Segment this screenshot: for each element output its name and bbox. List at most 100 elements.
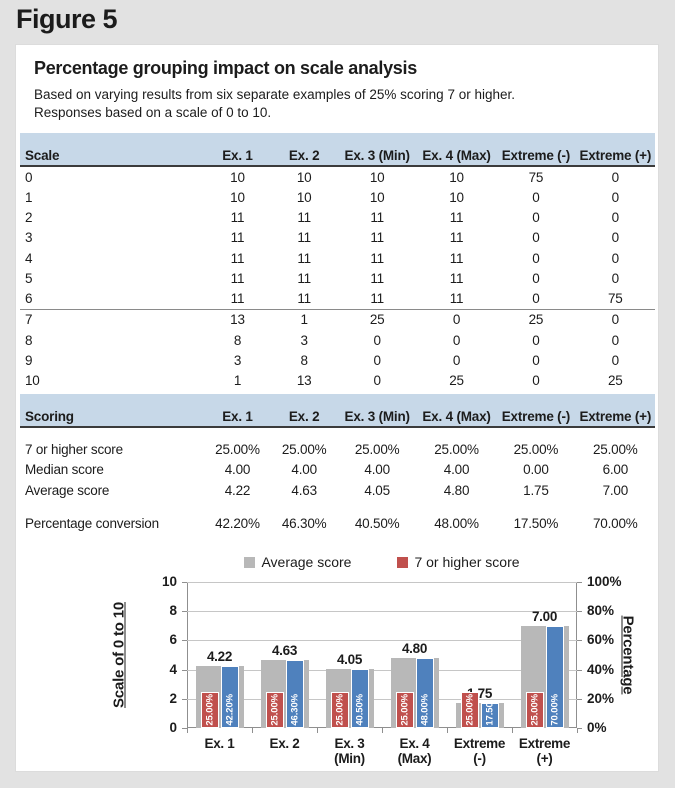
right-axis-tick-label: 80% [587, 603, 615, 619]
legend-swatch-icon [397, 556, 409, 568]
left-axis-tick [182, 698, 187, 700]
header-row: Scale Ex. 1 Ex. 2 Ex. 3 (Min) Ex. 4 (Max) Ext… [20, 133, 655, 168]
value-cell: 11 [297, 230, 311, 246]
table-row: 1 10 10 10 10 0 0 [20, 187, 655, 207]
value-cell: 11 [449, 250, 464, 266]
value-cell: 0 [373, 332, 382, 348]
seven-or-higher-bar: 25.00% [200, 691, 219, 729]
row-label-cell: Average score [25, 482, 110, 498]
value-cell: 3 [233, 352, 242, 368]
bar-percent-label: 25.00% [204, 694, 215, 727]
value-cell: 13 [230, 312, 245, 328]
table-body: 7 or higher score 25.00% 25.00% 25.00% 25.00… [20, 427, 655, 534]
header-row: Scoring Ex. 1 Ex. 2 Ex. 3 (Min) Ex. 4 (Max) E… [20, 394, 655, 429]
percentage-conversion-bar: 48.00% [415, 657, 434, 729]
value-cell: 10 [449, 169, 464, 185]
value-cell: 0 [611, 332, 620, 348]
panel-title: Percentage grouping impact on scale anal… [34, 58, 417, 78]
table-row: 5 11 11 11 11 0 0 [20, 268, 655, 288]
gridline [187, 611, 577, 613]
left-axis-tick [182, 582, 187, 584]
value-cell: 0 [532, 352, 540, 368]
category-label: Ex. 1 [204, 736, 235, 752]
column-header: Ex. 1 [204, 133, 271, 168]
bar-percent-label: 17.50% [484, 702, 495, 727]
right-axis-tick-label: 0% [587, 720, 607, 736]
category-label: Ex. 2 [269, 736, 300, 752]
value-cell: 25 [449, 373, 464, 389]
value-cell: 0 [452, 312, 461, 328]
value-cell: 10 [369, 169, 385, 185]
value-cell: 46.30% [281, 516, 327, 532]
combo-chart: Average score 7 or higher score 0 2 4 6 8 10 0% 2… [16, 548, 658, 771]
bar-percent-label: 70.00% [549, 694, 560, 727]
value-cell: 0 [373, 352, 382, 368]
value-cell: 1.75 [523, 482, 549, 498]
value-cell: 1 [300, 312, 308, 328]
row-label-cell: 2 [25, 210, 33, 226]
table-head: Scale Ex. 1 Ex. 2 Ex. 3 (Min) Ex. 4 (Max) Ext… [20, 133, 655, 168]
value-cell: 75 [528, 169, 544, 185]
x-axis-tick [382, 728, 383, 734]
table-row: 4 11 11 11 11 0 0 [20, 248, 655, 268]
value-cell: 8 [300, 352, 308, 368]
value-cell: 11 [370, 210, 384, 226]
right-axis-tick [577, 640, 582, 642]
bar-percent-label: 40.50% [354, 694, 365, 727]
value-cell: 11 [370, 270, 384, 286]
row-label-cell: 8 [25, 332, 33, 348]
left-axis-tick-label: 6 [169, 632, 177, 648]
gridline [187, 640, 577, 642]
row-label-cell: 4 [25, 250, 33, 266]
value-cell: 25 [607, 373, 623, 389]
value-cell: 25 [528, 312, 544, 328]
table-row: Percentage conversion 42.20% 46.30% 40.50% 4… [20, 500, 655, 534]
value-cell: 40.50% [354, 516, 400, 532]
value-cell: 17.50% [513, 516, 559, 532]
table-row: 3 11 11 11 11 0 0 [20, 228, 655, 248]
value-cell: 0 [532, 373, 540, 389]
value-cell: 10 [296, 169, 312, 185]
value-cell: 0.00 [523, 462, 549, 478]
gridline [187, 698, 577, 700]
category-label: Ex. 3 (Min) [334, 736, 365, 767]
value-cell: 0 [611, 352, 620, 368]
bar-percent-label: 25.00% [529, 694, 540, 727]
seven-or-higher-bar: 25.00% [265, 691, 284, 729]
category-label: Extreme (-) [453, 736, 506, 767]
plot-area [187, 582, 577, 729]
bar-value-label: 4.63 [271, 643, 298, 659]
row-label-cell: 9 [25, 352, 33, 368]
value-cell: 11 [449, 230, 464, 246]
value-cell: 11 [297, 250, 311, 266]
row-label-cell: 1 [25, 189, 33, 205]
value-cell: 6.00 [602, 462, 629, 478]
panel-subtitle-line1: Based on varying results from six separa… [34, 87, 515, 102]
value-cell: 10 [449, 189, 464, 205]
column-header: Extreme (+) [575, 133, 655, 168]
value-cell: 4.80 [443, 482, 470, 498]
right-axis-tick [577, 611, 582, 613]
table-row: 6 11 11 11 11 0 75 [20, 288, 655, 310]
value-cell: 4.00 [224, 462, 251, 478]
left-axis-tick-label: 10 [161, 574, 177, 590]
bar-value-label: 4.05 [336, 651, 363, 667]
row-label-cell: 6 [20, 288, 205, 310]
x-axis-tick [317, 728, 318, 734]
row-label-cell: Percentage conversion [25, 516, 159, 532]
value-cell: 0 [532, 210, 540, 226]
row-label-cell: 3 [25, 230, 33, 246]
seven-or-higher-bar: 25.00% [525, 691, 544, 729]
right-axis-tick-label: 60% [587, 632, 615, 648]
value-cell: 11 [449, 270, 464, 286]
value-cell: 7.00 [602, 482, 629, 498]
value-cell: 4.63 [291, 482, 317, 498]
value-cell: 11 [416, 288, 497, 310]
bar-percent-label: 25.00% [269, 694, 280, 727]
bar-percent-label: 25.00% [334, 694, 345, 727]
bar-percent-label: 48.00% [419, 694, 430, 727]
row-label-cell: 7 or higher score [25, 442, 123, 458]
gridline [187, 582, 577, 584]
value-cell: 0 [611, 312, 620, 328]
